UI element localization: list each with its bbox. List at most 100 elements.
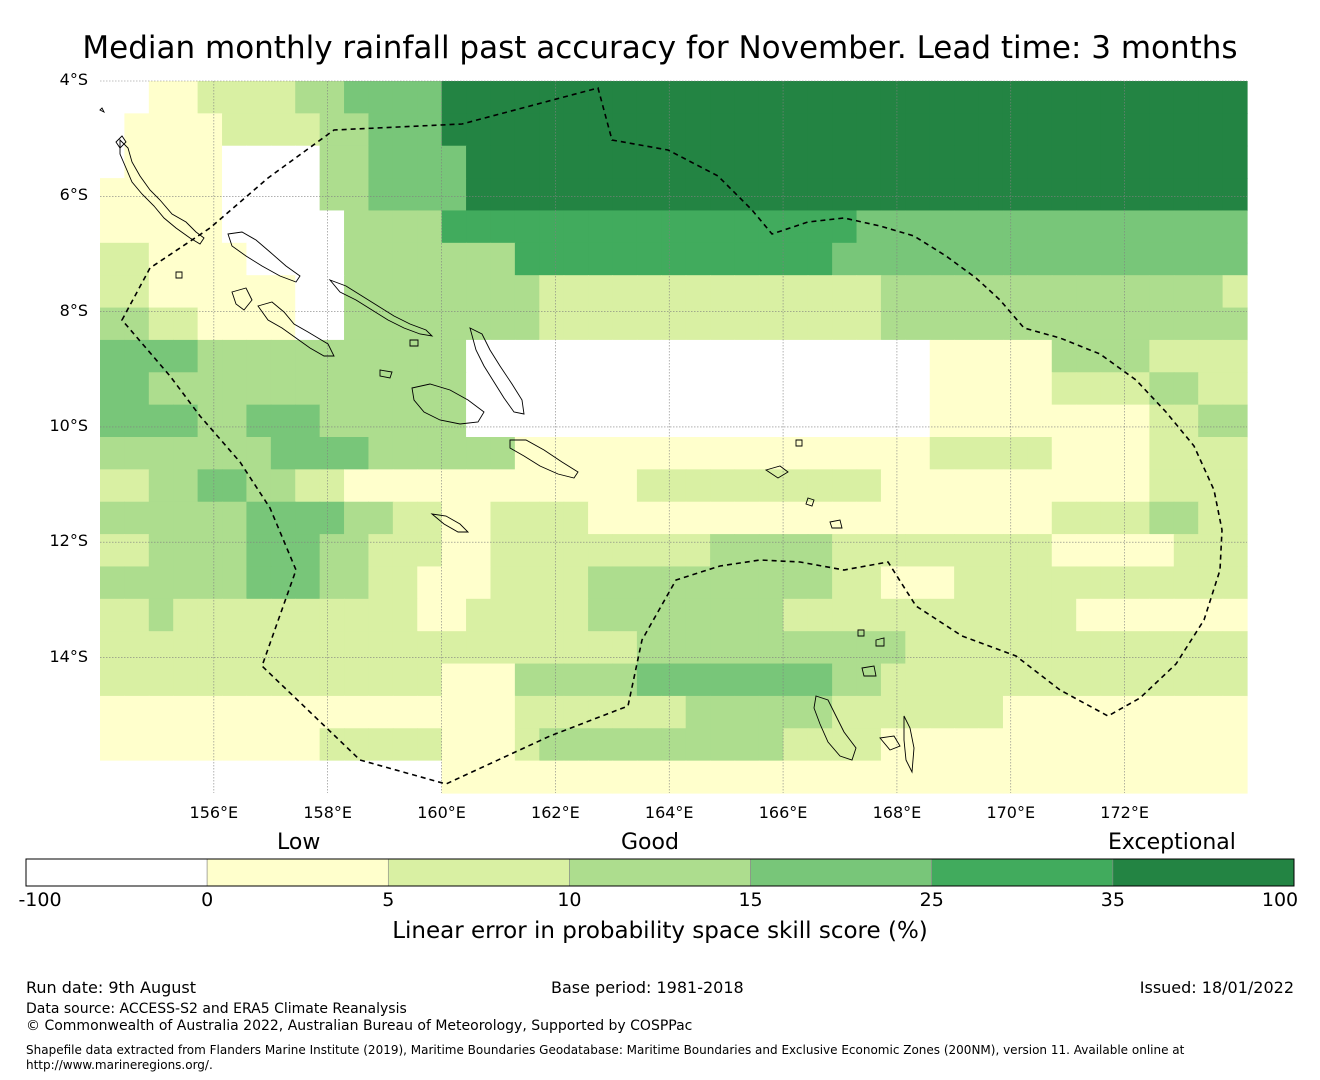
skill-cell (734, 113, 760, 147)
skill-cell (148, 242, 174, 276)
skill-cell (1027, 631, 1053, 665)
skill-cell (1149, 695, 1175, 729)
skill-cell (636, 339, 662, 373)
skill-cell (661, 760, 687, 794)
skill-cell (636, 534, 662, 568)
skill-cell (880, 663, 906, 697)
skill-cell (197, 145, 223, 179)
skill-cell (807, 339, 833, 373)
skill-cell (368, 178, 394, 212)
skill-cell (954, 598, 980, 632)
skill-cell (368, 339, 394, 373)
skill-cell (710, 307, 736, 341)
skill-cell (417, 210, 443, 244)
skill-cell (1222, 760, 1248, 794)
skill-cell (441, 210, 467, 244)
skill-cell (1002, 760, 1028, 794)
skill-cell (1076, 242, 1102, 276)
skill-cell (783, 372, 809, 406)
skill-cell (1051, 242, 1077, 276)
skill-cell (880, 275, 906, 309)
longitude-tick-label: 160°E (417, 803, 466, 822)
island-guadalcanal (411, 383, 485, 425)
skill-cell (1002, 501, 1028, 535)
skill-cell (514, 631, 540, 665)
skill-cell (1222, 81, 1248, 114)
skill-cell (661, 242, 687, 276)
skill-cell (1124, 339, 1150, 373)
skill-cell (295, 437, 321, 470)
skill-cell (514, 113, 540, 147)
skill-cell (148, 598, 174, 632)
skill-cell (905, 307, 931, 341)
skill-cell (1051, 728, 1077, 762)
skill-cell (563, 695, 589, 729)
skill-cell (295, 178, 321, 212)
skill-cell (1002, 145, 1028, 179)
skill-cell (197, 663, 223, 697)
skill-cell (734, 307, 760, 341)
skill-cell (514, 728, 540, 762)
skill-cell (441, 113, 467, 147)
skill-cell (661, 437, 687, 470)
colorbar-segment (387, 858, 570, 887)
colorbar-segment (750, 858, 933, 887)
island-outlines (99, 107, 915, 774)
skill-cell (368, 437, 394, 470)
skill-cell (197, 81, 223, 114)
skill-cell (197, 598, 223, 632)
colorbar-word-good: Good (621, 830, 679, 855)
skill-cell (1027, 501, 1053, 535)
skill-cell (636, 404, 662, 438)
skill-cell (1100, 566, 1126, 600)
skill-cell (124, 113, 150, 147)
skill-cell (148, 210, 174, 244)
skill-cell (1002, 598, 1028, 632)
island-rennell (430, 513, 470, 533)
skill-cell (270, 339, 296, 373)
skill-cell (856, 81, 882, 114)
skill-cell (1222, 404, 1248, 438)
skill-cell (246, 242, 272, 276)
skill-cell (685, 210, 711, 244)
skill-cell (173, 760, 199, 794)
skill-cell (490, 372, 516, 406)
skill-cell (710, 178, 736, 212)
skill-cell (417, 631, 443, 665)
skill-cell (636, 307, 662, 341)
skill-cell (1173, 210, 1199, 244)
skill-cell (807, 598, 833, 632)
skill-cell (441, 728, 467, 762)
skill-cell (1027, 728, 1053, 762)
skill-cell (563, 178, 589, 212)
skill-cell (490, 145, 516, 179)
skill-cell (100, 307, 125, 341)
skill-cell (905, 372, 931, 406)
skill-cell (978, 145, 1004, 179)
skill-cell (1027, 566, 1053, 600)
skill-cell (124, 695, 150, 729)
colorbar-segment (1112, 858, 1295, 887)
skill-cell (295, 631, 321, 665)
skill-cell (929, 437, 955, 470)
skill-cell (929, 728, 955, 762)
skill-cell (1051, 598, 1077, 632)
skill-cell (661, 307, 687, 341)
skill-cell (222, 631, 248, 665)
skill-cell (490, 695, 516, 729)
skill-cell (1124, 469, 1150, 503)
skill-cell (612, 437, 638, 470)
skill-cell (563, 598, 589, 632)
skill-cell (1173, 307, 1199, 341)
skill-cell (344, 145, 370, 179)
skill-cell (1198, 210, 1224, 244)
skill-cell (563, 566, 589, 600)
latitude-tick-label: 14°S (49, 646, 88, 666)
skill-cell (197, 404, 223, 438)
skill-cell (100, 598, 125, 632)
skill-cell (636, 437, 662, 470)
skill-cell (1100, 339, 1126, 373)
skill-cell (539, 404, 565, 438)
skill-cell (295, 210, 321, 244)
skill-cell (978, 404, 1004, 438)
